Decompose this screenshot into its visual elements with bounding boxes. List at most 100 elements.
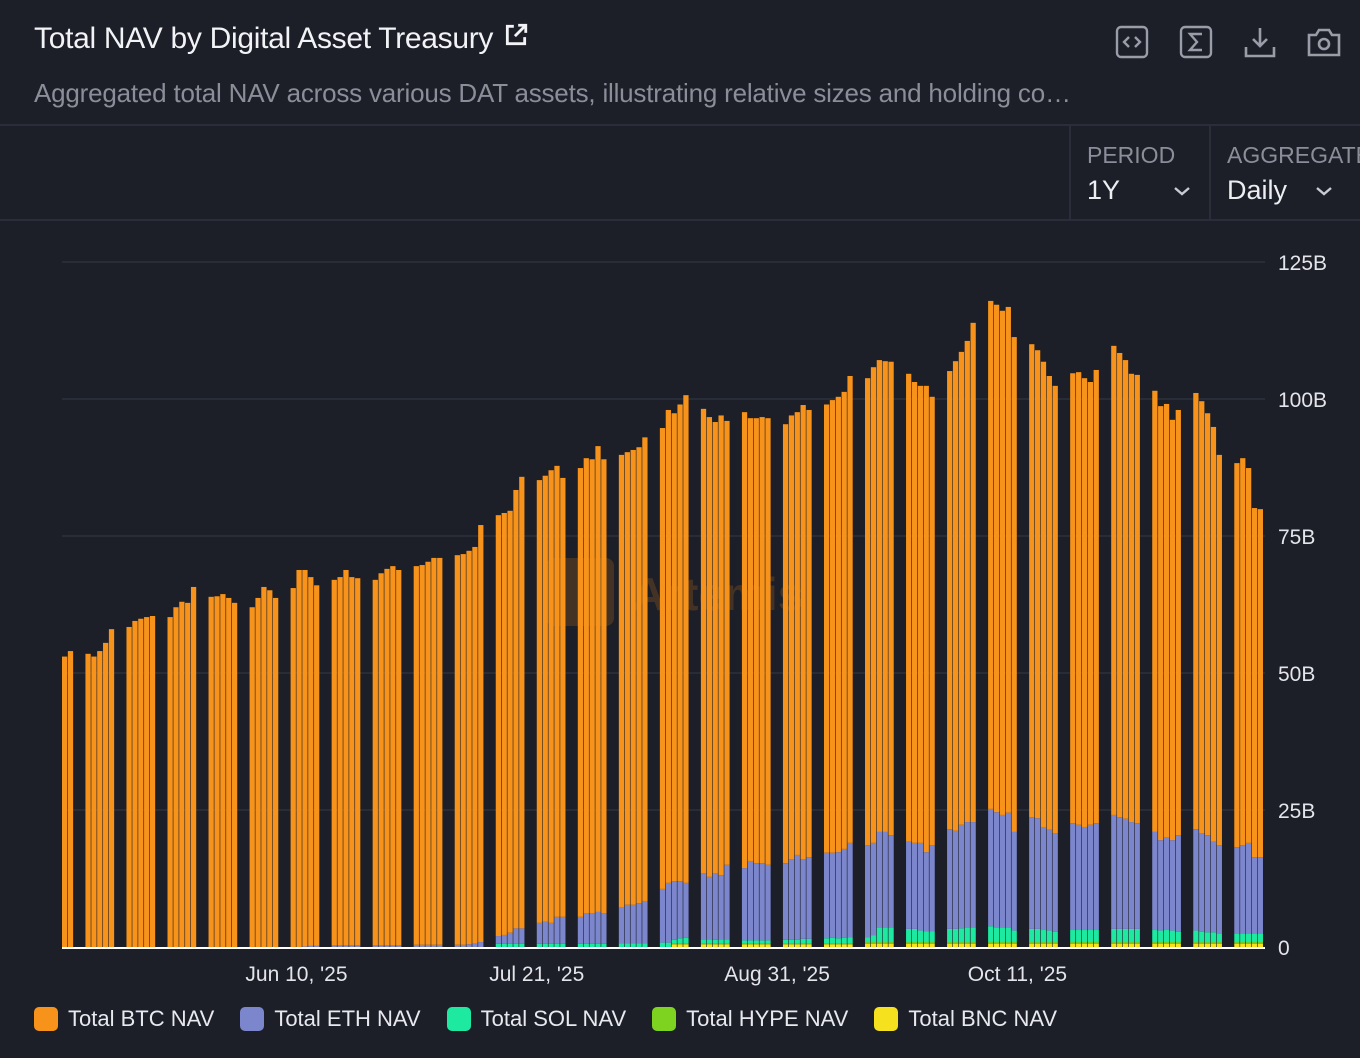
bar-segment-total-hype-nav <box>806 943 812 945</box>
bar-segment-total-hype-nav <box>724 943 730 945</box>
bar-segment-total-sol-nav <box>753 940 759 944</box>
bar-segment-total-eth-nav <box>331 945 337 947</box>
bar-segment-total-btc-nav <box>1076 372 1082 825</box>
bar-segment-total-btc-nav <box>343 569 349 946</box>
bar-segment-total-btc-nav <box>419 565 425 945</box>
bar-segment-total-eth-nav <box>630 904 636 944</box>
bar-segment-total-sol-nav <box>665 942 671 947</box>
bar-segment-total-btc-nav <box>865 378 871 846</box>
legend-item-total-bnc-nav[interactable]: Total BNC NAV <box>874 1006 1057 1032</box>
bar-segment-total-btc-nav <box>1257 509 1263 858</box>
aggregate-value: Daily <box>1227 175 1288 205</box>
bar-segment-total-sol-nav <box>1081 930 1088 943</box>
bar-segment-total-btc-nav <box>1134 374 1140 824</box>
download-icon[interactable] <box>1242 24 1278 60</box>
bar-segment-total-sol-nav <box>683 937 689 944</box>
bar-segment-total-sol-nav <box>513 943 519 947</box>
bar-segment-total-btc-nav <box>1246 468 1252 843</box>
bar-segment-total-sol-nav <box>970 927 976 943</box>
bar-segment-total-eth-nav <box>1152 831 1158 931</box>
embed-code-icon[interactable] <box>1114 24 1150 60</box>
bar-segment-total-eth-nav <box>513 928 519 944</box>
bar-segment-total-hype-nav <box>888 942 894 944</box>
bar-segment-total-btc-nav <box>255 597 261 947</box>
period-select[interactable]: PERIOD 1Y <box>1087 142 1191 206</box>
bar-segment-total-hype-nav <box>677 943 683 945</box>
bar-segment-total-btc-nav <box>190 586 197 947</box>
bar-segment-total-sol-nav <box>747 940 754 944</box>
bar-segment-total-sol-nav <box>1011 930 1017 943</box>
bar-segment-total-btc-nav <box>231 602 238 947</box>
bar-segment-total-btc-nav <box>220 594 226 947</box>
period-value: 1Y <box>1087 175 1121 205</box>
bar-segment-total-eth-nav <box>431 944 437 947</box>
bar-segment-total-btc-nav <box>173 607 179 947</box>
bar-segment-total-bnc-nav <box>906 943 912 947</box>
bar-segment-total-hype-nav <box>1029 942 1035 944</box>
divider <box>0 124 1360 126</box>
bar-segment-total-hype-nav <box>1134 942 1140 944</box>
bar-segment-total-bnc-nav <box>800 944 806 947</box>
bar-segment-total-eth-nav <box>636 903 642 944</box>
bar-segment-total-bnc-nav <box>1093 943 1099 947</box>
legend-label: Total HYPE NAV <box>686 1006 849 1031</box>
bar-segment-total-bnc-nav <box>1005 943 1011 947</box>
bar-segment-total-hype-nav <box>1111 942 1117 944</box>
bar-segment-total-sol-nav <box>823 938 830 944</box>
bar-segment-total-btc-nav <box>947 371 953 830</box>
bar-segment-total-hype-nav <box>1193 942 1199 944</box>
bar-segment-total-bnc-nav <box>882 943 888 947</box>
bar-segment-total-bnc-nav <box>1251 943 1258 947</box>
bar-segment-total-hype-nav <box>741 943 748 945</box>
legend-label: Total SOL NAV <box>480 1006 627 1031</box>
bar-segment-total-bnc-nav <box>1246 943 1252 947</box>
bar-segment-total-sol-nav <box>1052 931 1058 943</box>
bar-segment-total-eth-nav <box>454 944 460 947</box>
bar-segment-total-btc-nav <box>167 617 173 947</box>
bar-segment-total-sol-nav <box>548 943 554 947</box>
bar-segment-total-btc-nav <box>384 568 390 946</box>
bar-segment-total-eth-nav <box>507 932 513 944</box>
bar-segment-total-hype-nav <box>829 943 836 945</box>
bar-segment-total-hype-nav <box>1169 942 1176 944</box>
bar-segment-total-eth-nav <box>624 904 630 944</box>
camera-icon[interactable] <box>1306 24 1342 60</box>
legend-item-total-sol-nav[interactable]: Total SOL NAV <box>446 1006 627 1032</box>
bar-segment-total-eth-nav <box>1175 835 1181 932</box>
bar-segment-total-btc-nav <box>718 415 724 876</box>
bar-segment-total-eth-nav <box>390 945 396 947</box>
bar-segment-total-btc-nav <box>331 579 337 946</box>
bar-segment-total-eth-nav <box>847 842 853 938</box>
bar-segment-total-eth-nav <box>947 829 953 929</box>
bar-segment-total-bnc-nav <box>1052 943 1058 947</box>
legend-swatch <box>652 1007 677 1031</box>
bar-segment-total-eth-nav <box>741 868 748 941</box>
bar-segment-total-hype-nav <box>1152 942 1158 944</box>
bar-segment-total-btc-nav <box>1128 373 1135 823</box>
bar-segment-total-bnc-nav <box>724 944 730 947</box>
aggregate-select[interactable]: AGGREGATE Daily <box>1227 142 1360 206</box>
bar-segment-total-btc-nav <box>1005 306 1011 813</box>
bar-segment-total-btc-nav <box>132 620 138 947</box>
external-link-icon[interactable] <box>503 22 529 56</box>
bar-segment-total-eth-nav <box>355 945 361 947</box>
chevron-down-icon <box>1316 186 1332 196</box>
bar-segment-total-sol-nav <box>1204 932 1211 943</box>
bar-segment-total-eth-nav <box>835 852 841 939</box>
divider <box>0 219 1360 221</box>
bar-segment-total-eth-nav <box>753 863 759 941</box>
bar-segment-total-btc-nav <box>249 607 255 947</box>
bar-segment-total-hype-nav <box>882 942 888 944</box>
bar-segment-total-sol-nav <box>671 939 677 944</box>
sigma-icon[interactable] <box>1178 24 1214 60</box>
bar-segment-total-bnc-nav <box>1081 943 1088 947</box>
bar-segment-total-eth-nav <box>794 854 800 940</box>
bar-segment-total-btc-nav <box>870 367 877 843</box>
legend-item-total-eth-nav[interactable]: Total ETH NAV <box>240 1006 421 1032</box>
bar-segment-total-btc-nav <box>214 596 220 947</box>
legend-item-total-hype-nav[interactable]: Total HYPE NAV <box>652 1006 848 1032</box>
bar-segment-total-sol-nav <box>952 928 959 943</box>
bar-segment-total-eth-nav <box>396 945 402 947</box>
bar-segment-total-sol-nav <box>999 927 1006 943</box>
legend-item-total-btc-nav[interactable]: Total BTC NAV <box>34 1006 214 1032</box>
